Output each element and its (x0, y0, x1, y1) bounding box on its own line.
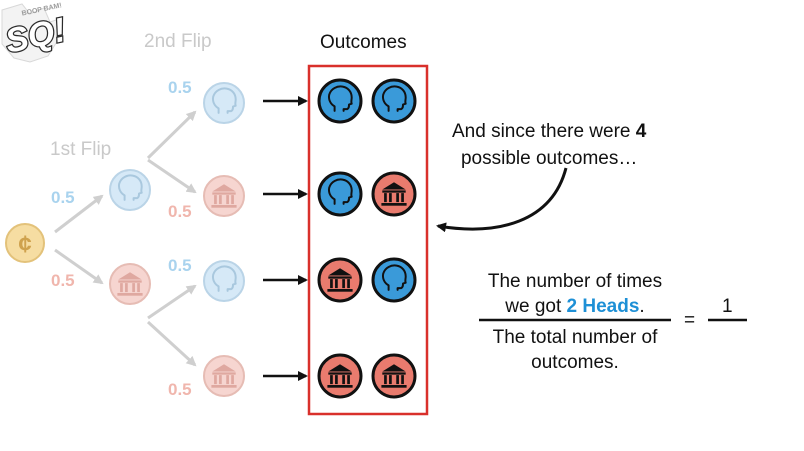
annotation-count: 4 (635, 121, 647, 142)
numerator-line1: The number of times (487, 271, 663, 292)
first-flip-tails-coin (109, 263, 151, 305)
branch-root-to-heads (54, 194, 104, 234)
second-flip-coin-4 (203, 355, 245, 397)
annotation-line1-pre: And since there were (452, 121, 636, 142)
svg-text:¢: ¢ (18, 231, 31, 258)
second-flip-coin-3 (203, 260, 245, 302)
prob-h-heads: 0.5 (168, 78, 192, 97)
outcome-arrows (263, 96, 308, 381)
outcome-3-coin-1-tails (317, 257, 363, 303)
outcome-coins (317, 78, 417, 399)
outcome-2-coin-1-heads (317, 171, 363, 217)
annotation-line2: possible outcomes… (460, 148, 638, 169)
fraction-denominator: The total number of outcomes. (479, 325, 671, 375)
equals-sign: = (684, 310, 696, 331)
outcome-1-coin-2-heads (371, 78, 417, 124)
outcomes-box (307, 64, 429, 416)
outcome-1-coin-1-heads (317, 78, 363, 124)
numerator-highlight: 2 Heads (566, 296, 640, 317)
branch-heads-to-heads (146, 110, 197, 160)
fraction-numerator: The number of times we got 2 Heads. (479, 269, 671, 319)
branch-root-to-tails (54, 248, 104, 285)
prob-first-heads: 0.5 (51, 188, 75, 207)
outcome-4-coin-1-tails (317, 353, 363, 399)
numerator-line2-pre: we got (505, 296, 567, 317)
logo: SQ! BOOP BAM! (1, 2, 70, 63)
denominator-line1: The total number of (492, 327, 658, 348)
outcome-2-coin-2-tails (371, 171, 417, 217)
first-flip-heads-coin (109, 169, 151, 211)
branch-heads-to-tails (147, 158, 197, 194)
prob-first-tails: 0.5 (51, 271, 75, 290)
coin-icon: ¢ (5, 223, 45, 263)
outcome-3-coin-2-heads (371, 257, 417, 303)
result-numerator: 1 (722, 296, 733, 317)
annotation-text: And since there were 4 possible outcomes… (452, 118, 646, 172)
branch-tails-to-heads (147, 284, 197, 320)
annotation-arrow (436, 167, 568, 233)
second-flip-coin-2 (203, 175, 245, 217)
second-flip-label: 2nd Flip (144, 31, 212, 52)
tree-branches (54, 110, 197, 367)
branch-tails-to-tails (146, 320, 197, 367)
prob-h-tails: 0.5 (168, 202, 192, 221)
numerator-line2-post: . (639, 296, 645, 317)
outcomes-label: Outcomes (320, 32, 407, 53)
prob-t-heads: 0.5 (168, 256, 192, 275)
denominator-line2: outcomes. (531, 352, 619, 373)
first-flip-label: 1st Flip (50, 139, 112, 160)
prob-t-tails: 0.5 (168, 380, 192, 399)
second-flip-coin-1 (203, 82, 245, 124)
outcome-4-coin-2-tails (371, 353, 417, 399)
